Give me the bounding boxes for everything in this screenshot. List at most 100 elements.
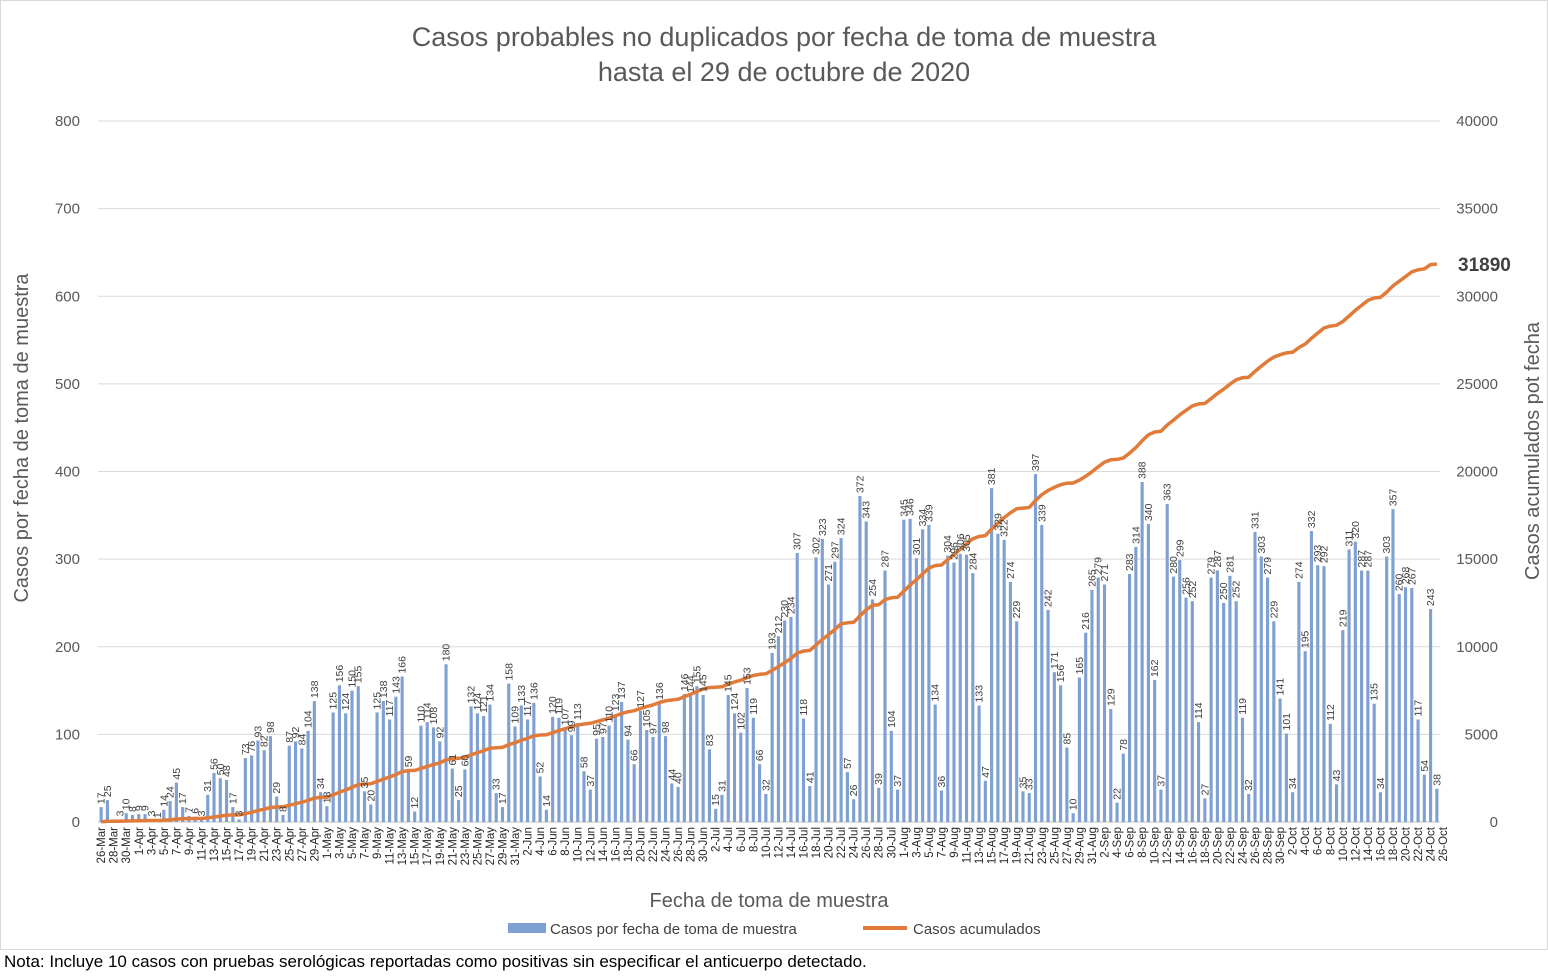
bar	[1190, 601, 1194, 822]
x-tick-label: 19-May	[435, 827, 447, 866]
bar	[137, 814, 141, 822]
bar-data-label: 85	[1061, 733, 1073, 745]
bar	[243, 758, 247, 822]
bar-data-label: 117	[522, 700, 534, 717]
bar-data-label: 118	[798, 699, 810, 716]
x-tick-label: 27-Apr	[297, 827, 309, 862]
bar-data-label: 57	[842, 757, 854, 769]
bar-data-label: 304	[942, 535, 954, 553]
bar-data-label: 339	[1036, 504, 1048, 522]
bar	[1297, 581, 1301, 822]
x-tick-label: 8-Oct	[1325, 826, 1337, 855]
x-tick-label: 22-Jul	[836, 827, 848, 858]
bar	[1109, 708, 1113, 822]
bar-data-label: 331	[1250, 511, 1262, 529]
bar	[513, 726, 517, 822]
bar-data-label: 171	[1049, 651, 1061, 669]
x-tick-label: 18-Jun	[623, 827, 635, 862]
bar	[870, 599, 875, 822]
bar	[1334, 784, 1339, 822]
bar	[400, 676, 404, 822]
footnote: Nota: Incluye 10 casos con pruebas serol…	[4, 952, 867, 971]
bar-data-label: 123	[610, 694, 622, 712]
bar	[895, 789, 900, 822]
bar-data-label: 274	[1293, 561, 1305, 579]
x-tick-label: 24-Jun	[661, 827, 673, 862]
x-tick-label: 23-May	[460, 827, 472, 866]
bar	[544, 809, 548, 822]
bar	[1391, 509, 1395, 822]
bar-data-label: 6	[190, 808, 202, 814]
y-left-tick-label: 400	[55, 464, 80, 481]
x-tick-label: 14-Jul	[786, 827, 798, 858]
bar	[1240, 717, 1245, 822]
x-tick-label: 3-Aug	[911, 827, 923, 858]
bar-data-label: 45	[171, 768, 183, 780]
bar	[783, 620, 787, 822]
legend-bar-label: Casos por fecha de toma de muestra	[550, 921, 797, 938]
bar-data-label: 34	[1375, 777, 1387, 789]
bar-data-label: 29	[271, 782, 283, 794]
bar-data-label: 293	[1312, 545, 1324, 563]
bar-data-label: 306	[955, 533, 967, 551]
bar	[1146, 524, 1150, 822]
bar-data-label: 18	[321, 791, 333, 803]
bar-data-label: 124	[340, 693, 352, 711]
bar	[927, 524, 931, 822]
bar	[1033, 474, 1038, 822]
bar	[419, 725, 423, 822]
bar-data-label: 31	[202, 780, 214, 792]
y-right-tick-label: 0	[1490, 814, 1498, 831]
bar-data-label: 112	[1325, 704, 1337, 721]
x-tick-label: 2-Jul	[711, 827, 723, 852]
bar-data-label: 279	[1093, 557, 1105, 575]
bar	[1184, 597, 1188, 822]
bar	[620, 701, 624, 822]
bar	[651, 737, 655, 822]
bar	[1422, 774, 1426, 822]
bar	[789, 616, 793, 822]
x-tick-label: 7-Apr	[171, 827, 183, 855]
bar-data-label: 256	[1181, 577, 1193, 595]
bar-data-label: 82	[259, 735, 271, 747]
bar	[758, 764, 762, 822]
legend-line-label: Casos acumulados	[913, 921, 1041, 938]
x-tick-label: 9-Aug	[949, 827, 961, 858]
bar	[1322, 566, 1326, 822]
bar	[256, 740, 260, 822]
bar-data-label: 254	[867, 579, 879, 597]
x-tick-label: 2-Oct	[1288, 826, 1300, 855]
bar	[181, 807, 185, 822]
x-tick-label: 10-Jun	[573, 827, 585, 862]
bar	[971, 573, 975, 822]
bar	[457, 800, 461, 822]
x-tick-label: 30-Jun	[698, 827, 710, 862]
bar	[1159, 789, 1163, 822]
bar	[1366, 570, 1370, 822]
bar-data-label: 25	[102, 785, 114, 797]
bar-data-label: 114	[422, 702, 434, 719]
bar-data-label: 287	[1356, 550, 1368, 568]
bar-data-label: 153	[742, 667, 754, 685]
bar	[801, 718, 806, 822]
bar	[212, 772, 216, 822]
bar-data-label: 265	[1086, 569, 1098, 587]
x-tick-label: 13-Apr	[209, 827, 221, 862]
bar	[475, 713, 479, 822]
bar-data-label: 97	[647, 722, 659, 734]
bar-data-label: 136	[654, 682, 666, 700]
bar	[663, 736, 668, 822]
bar	[218, 778, 222, 822]
bar-data-label: 158	[503, 663, 515, 681]
bar-data-label: 134	[484, 684, 496, 702]
bar	[1278, 698, 1282, 822]
x-tick-label: 28-Jul	[874, 827, 886, 858]
bar	[413, 811, 417, 822]
bar-data-label: 193	[767, 632, 779, 650]
bar-data-label: 299	[1174, 539, 1186, 557]
bar	[143, 814, 147, 822]
bar-data-label: 119	[748, 698, 760, 715]
bar	[1360, 570, 1364, 822]
bar-data-label: 8	[127, 806, 139, 812]
x-tick-label: 11-Apr	[196, 827, 208, 861]
